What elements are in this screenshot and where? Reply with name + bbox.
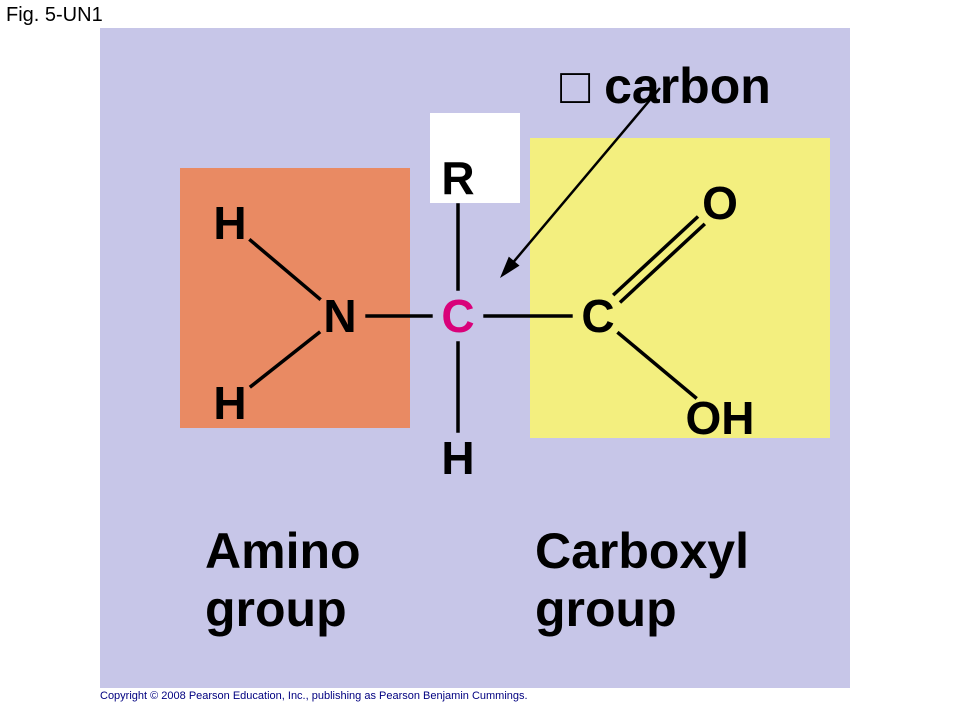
atom-alphaC: C <box>441 290 474 342</box>
atom-N: N <box>323 290 356 342</box>
atom-R: R <box>441 152 474 204</box>
atom-H_top: H <box>213 197 246 249</box>
atom-H_bot: H <box>213 377 246 429</box>
atom-C2: C <box>581 290 614 342</box>
atom-H_below: H <box>441 432 474 484</box>
page: Fig. 5-UN1 HHNRCHCOOH□ carbonAminogroupC… <box>0 0 960 720</box>
figure-label: Fig. 5-UN1 <box>6 4 103 27</box>
diagram-panel: HHNRCHCOOH□ carbonAminogroupCarboxylgrou… <box>100 28 850 688</box>
alpha-carbon-label: □ carbon <box>560 58 771 114</box>
carboxyl-group-box <box>530 138 830 438</box>
copyright-text: Copyright © 2008 Pearson Education, Inc.… <box>100 690 528 702</box>
atom-O: O <box>702 177 738 229</box>
atom-OH: OH <box>686 392 755 444</box>
